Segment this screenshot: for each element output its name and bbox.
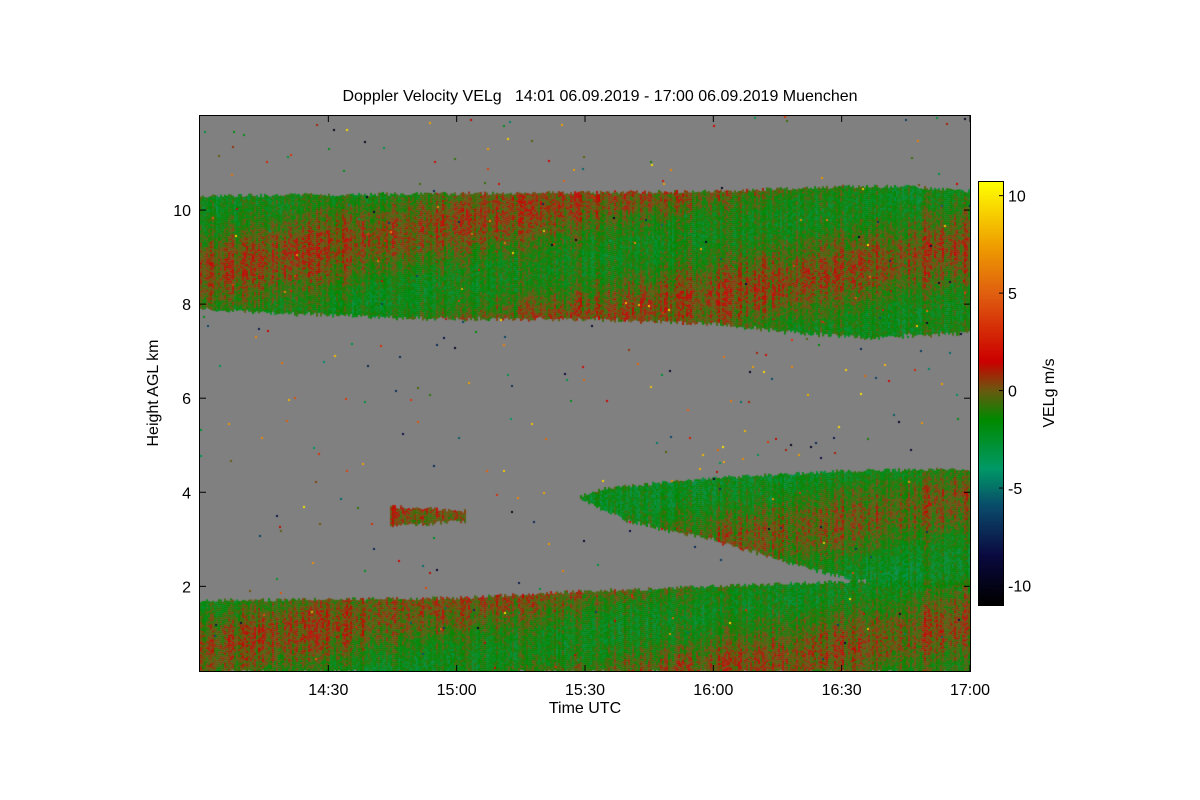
colorbar-label: VELg m/s: [1041, 358, 1058, 427]
y-tick-label: 6: [182, 391, 191, 408]
heatmap-image: [200, 116, 970, 671]
x-tick-label: 15:30: [565, 682, 605, 699]
x-tick-label: 16:00: [693, 682, 733, 699]
x-tick-label: 16:30: [822, 682, 862, 699]
x-tick-label: 14:30: [308, 682, 348, 699]
plot-frame: [199, 115, 971, 672]
colorbar-gradient: [979, 182, 1003, 605]
colorbar-tick-label: 5: [1008, 286, 1017, 303]
y-tick-label: 2: [182, 579, 191, 596]
y-tick-label: 8: [182, 297, 191, 314]
colorbar-frame: [978, 181, 1004, 606]
x-axis-label: Time UTC: [549, 700, 621, 717]
y-axis-label: Height AGL km: [145, 339, 162, 446]
colorbar-tick-label: 10: [1008, 189, 1026, 206]
x-tick-label: 15:00: [437, 682, 477, 699]
colorbar-tick-label: 0: [1008, 384, 1017, 401]
y-tick-label: 10: [173, 203, 191, 220]
y-tick-label: 4: [182, 485, 191, 502]
chart-title: Doppler Velocity VELg 14:01 06.09.2019 -…: [342, 88, 858, 105]
colorbar-tick-label: -10: [1008, 579, 1031, 596]
x-tick-label: 17:00: [950, 682, 990, 699]
colorbar-tick-label: -5: [1008, 481, 1022, 498]
